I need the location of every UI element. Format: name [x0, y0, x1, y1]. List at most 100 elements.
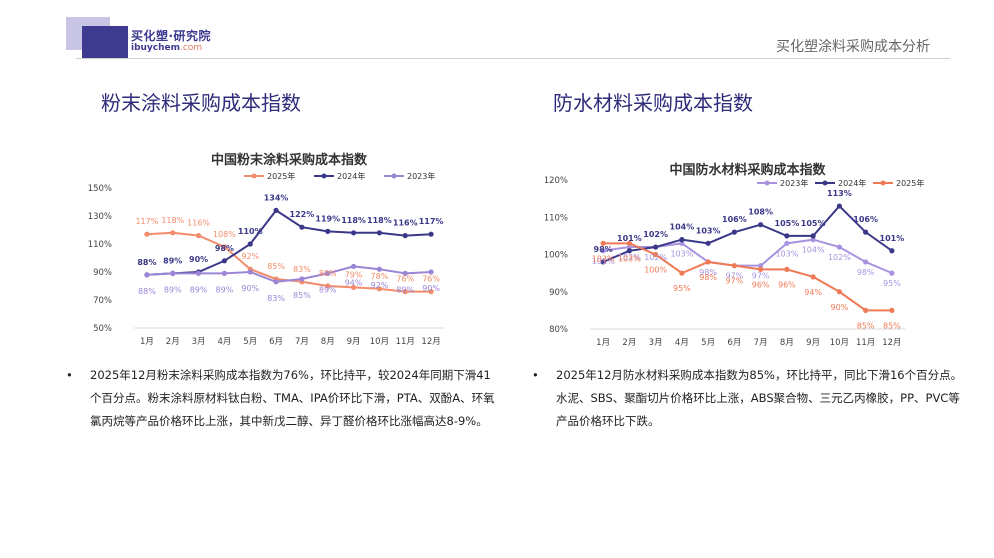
x-tick-label: 10月 — [370, 337, 389, 347]
series-line-2024年 — [602, 204, 893, 263]
data-label: 89% — [163, 256, 182, 265]
data-point — [810, 274, 816, 280]
data-point — [402, 289, 408, 295]
data-point — [325, 270, 331, 276]
data-point — [758, 222, 764, 228]
data-label: 89% — [164, 285, 182, 294]
x-tick-label: 4月 — [675, 338, 689, 348]
data-point — [758, 266, 764, 272]
data-point — [731, 229, 737, 235]
data-point — [653, 251, 659, 258]
data-label: 89% — [396, 285, 414, 294]
data-point — [273, 279, 279, 285]
logo-name: 买化塑·研究院 — [131, 29, 212, 43]
legend-label: 2025年 — [896, 178, 924, 188]
series-line-2023年 — [146, 265, 432, 283]
data-label: 98% — [215, 244, 234, 253]
data-label: 122% — [290, 210, 315, 219]
data-label: 118% — [161, 216, 184, 225]
x-tick-label: 11月 — [856, 338, 875, 348]
y-tick-label: 100% — [545, 251, 568, 261]
data-label: 98% — [699, 268, 717, 277]
data-point — [600, 259, 606, 265]
data-point — [402, 233, 408, 239]
x-tick-label: 8月 — [321, 337, 335, 347]
data-label: 98% — [699, 273, 717, 282]
x-tick-label: 12月 — [882, 338, 901, 348]
data-label: 85% — [883, 321, 901, 330]
data-point — [679, 237, 685, 243]
x-tick-label: 2月 — [622, 338, 636, 348]
data-label: 103% — [775, 249, 798, 258]
data-label: 105% — [775, 219, 800, 228]
x-tick-label: 8月 — [780, 338, 794, 348]
data-label: 101% — [592, 257, 615, 266]
data-label: 97% — [752, 272, 770, 281]
bullet-dot: • — [532, 368, 539, 382]
data-label: 102% — [618, 253, 641, 262]
data-point — [221, 258, 228, 264]
x-tick-label: 7月 — [295, 337, 309, 347]
x-tick-label: 5月 — [243, 337, 257, 347]
data-point — [836, 203, 842, 209]
x-tick-label: 1月 — [596, 338, 610, 348]
header-divider — [76, 58, 950, 59]
data-label: 89% — [190, 285, 208, 294]
legend-marker — [880, 180, 886, 186]
series-line-2025年 — [603, 242, 892, 312]
data-point — [325, 283, 331, 289]
data-point — [679, 270, 685, 276]
data-label: 101% — [617, 234, 642, 243]
data-point — [784, 240, 790, 246]
legend-label: 2023年 — [407, 171, 435, 181]
data-label: 90% — [422, 284, 440, 293]
y-tick-label: 120% — [545, 176, 568, 186]
data-label: 102% — [643, 230, 668, 239]
data-label: 105% — [801, 219, 826, 228]
data-point — [350, 284, 357, 290]
data-label: 97% — [725, 272, 743, 281]
x-tick-label: 5月 — [701, 338, 715, 348]
data-point — [325, 228, 331, 234]
data-label: 104% — [670, 223, 695, 232]
left-bullet-text: 2025年12月粉末涂料采购成本指数为76%，环比持平，较2024年同期下滑41… — [90, 368, 495, 428]
data-point — [350, 263, 357, 269]
report-title: 买化塑涂料采购成本分析 — [776, 39, 930, 55]
data-label: 89% — [319, 285, 337, 294]
x-tick-label: 3月 — [192, 337, 206, 347]
data-label: 103% — [696, 226, 721, 235]
data-point — [376, 286, 383, 292]
data-point — [836, 289, 842, 295]
x-tick-label: 12月 — [421, 337, 440, 347]
data-point — [195, 270, 202, 276]
data-label: 90% — [189, 255, 208, 264]
data-label: 106% — [853, 215, 878, 224]
y-tick-label: 90% — [549, 288, 568, 298]
data-label: 85% — [267, 262, 285, 271]
data-label: 103% — [670, 249, 693, 258]
legend-marker — [251, 173, 257, 179]
data-label: 79% — [345, 270, 363, 279]
data-point — [428, 231, 434, 237]
data-label: 95% — [673, 284, 691, 293]
data-point — [428, 269, 434, 275]
data-label: 110% — [238, 227, 263, 236]
data-label: 94% — [345, 278, 363, 287]
data-point — [705, 240, 711, 246]
data-point — [376, 266, 383, 272]
data-point — [299, 224, 305, 230]
data-point — [653, 244, 659, 250]
x-tick-label: 9月 — [347, 337, 361, 347]
data-label: 96% — [752, 280, 770, 289]
legend-marker — [764, 180, 770, 186]
data-point — [784, 233, 790, 239]
x-tick-label: 9月 — [806, 338, 820, 348]
data-label: 103% — [592, 254, 615, 263]
data-point — [600, 248, 606, 254]
data-label: 118% — [367, 216, 392, 225]
data-point — [195, 233, 202, 239]
data-label: 118% — [341, 216, 366, 225]
data-label: 90% — [830, 303, 848, 312]
data-label: 76% — [422, 275, 440, 284]
data-label: 108% — [213, 230, 236, 239]
